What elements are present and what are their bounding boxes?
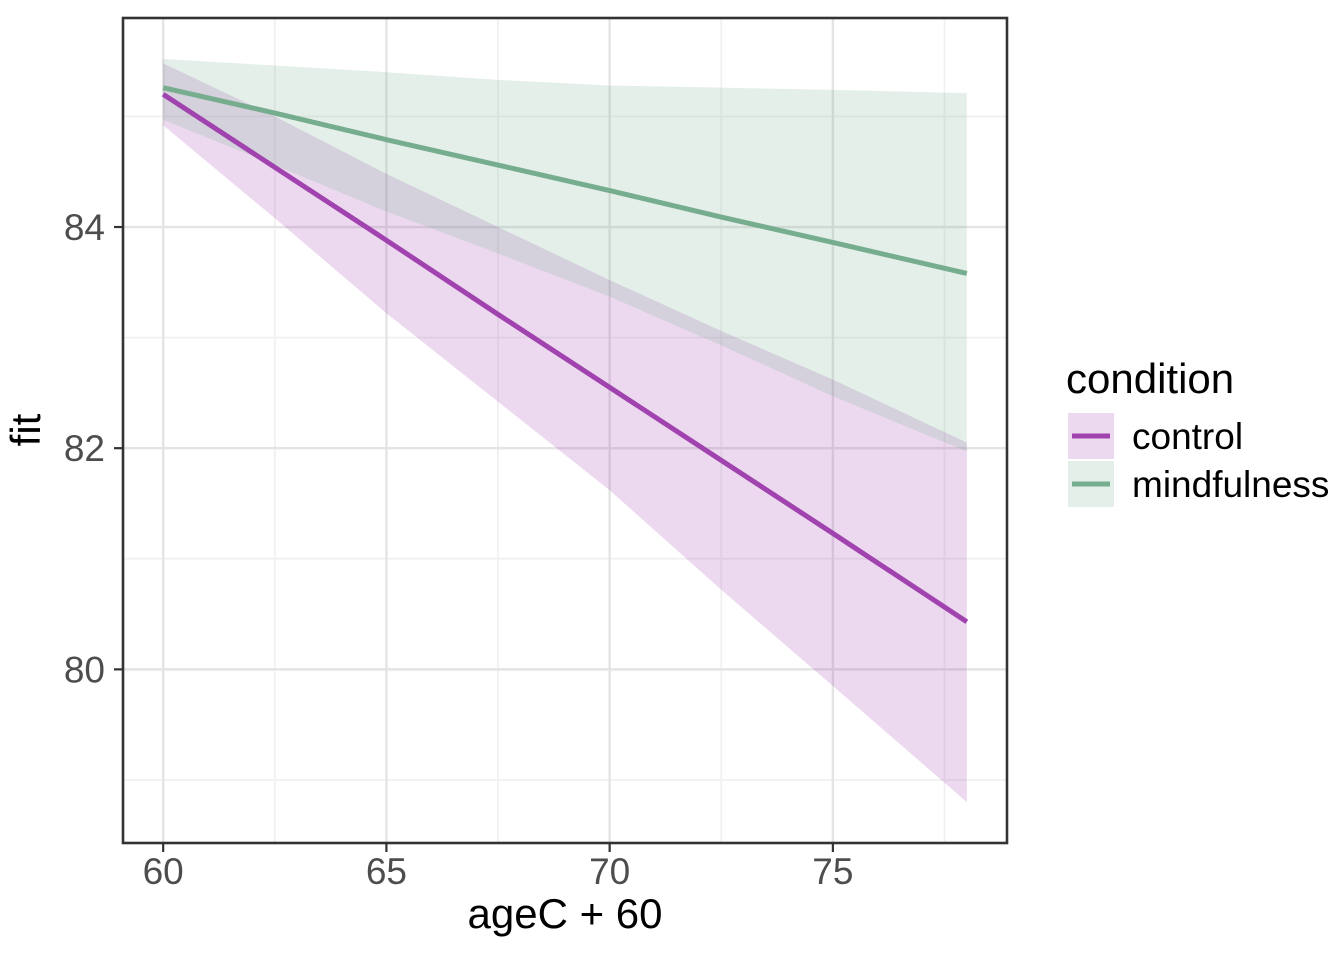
confidence-ribbons bbox=[163, 58, 967, 803]
legend-item-mindfulness: mindfulness bbox=[1068, 461, 1329, 507]
legend-label-mindfulness: mindfulness bbox=[1132, 464, 1329, 505]
panel-border bbox=[121, 16, 1009, 845]
minor-gridlines bbox=[123, 18, 1007, 843]
series-lines bbox=[161, 85, 969, 624]
y-axis-title: fit bbox=[2, 413, 49, 446]
legend-item-control: control bbox=[1068, 413, 1243, 459]
y-tick-label: 84 bbox=[64, 207, 105, 248]
line-control bbox=[161, 92, 969, 624]
x-tick-label: 65 bbox=[366, 851, 407, 892]
panel-border-rect bbox=[121, 16, 1009, 845]
x-tick-label: 60 bbox=[143, 851, 184, 892]
y-tick-label: 80 bbox=[64, 649, 105, 690]
axis-ticks-and-labels: 60 65 70 75 80 82 84 bbox=[64, 207, 854, 892]
x-axis-title: ageC + 60 bbox=[468, 890, 663, 937]
legend-title: condition bbox=[1066, 355, 1234, 402]
x-tick-label: 75 bbox=[812, 851, 853, 892]
x-tick-label: 70 bbox=[589, 851, 630, 892]
y-tick-label: 82 bbox=[64, 428, 105, 469]
line-mindfulness bbox=[162, 85, 968, 276]
ribbon-control bbox=[163, 63, 967, 803]
ribbon-mindfulness bbox=[163, 58, 967, 452]
legend: condition control mindfulness bbox=[1066, 355, 1329, 507]
major-gridlines bbox=[123, 18, 1007, 843]
legend-label-control: control bbox=[1132, 416, 1243, 457]
